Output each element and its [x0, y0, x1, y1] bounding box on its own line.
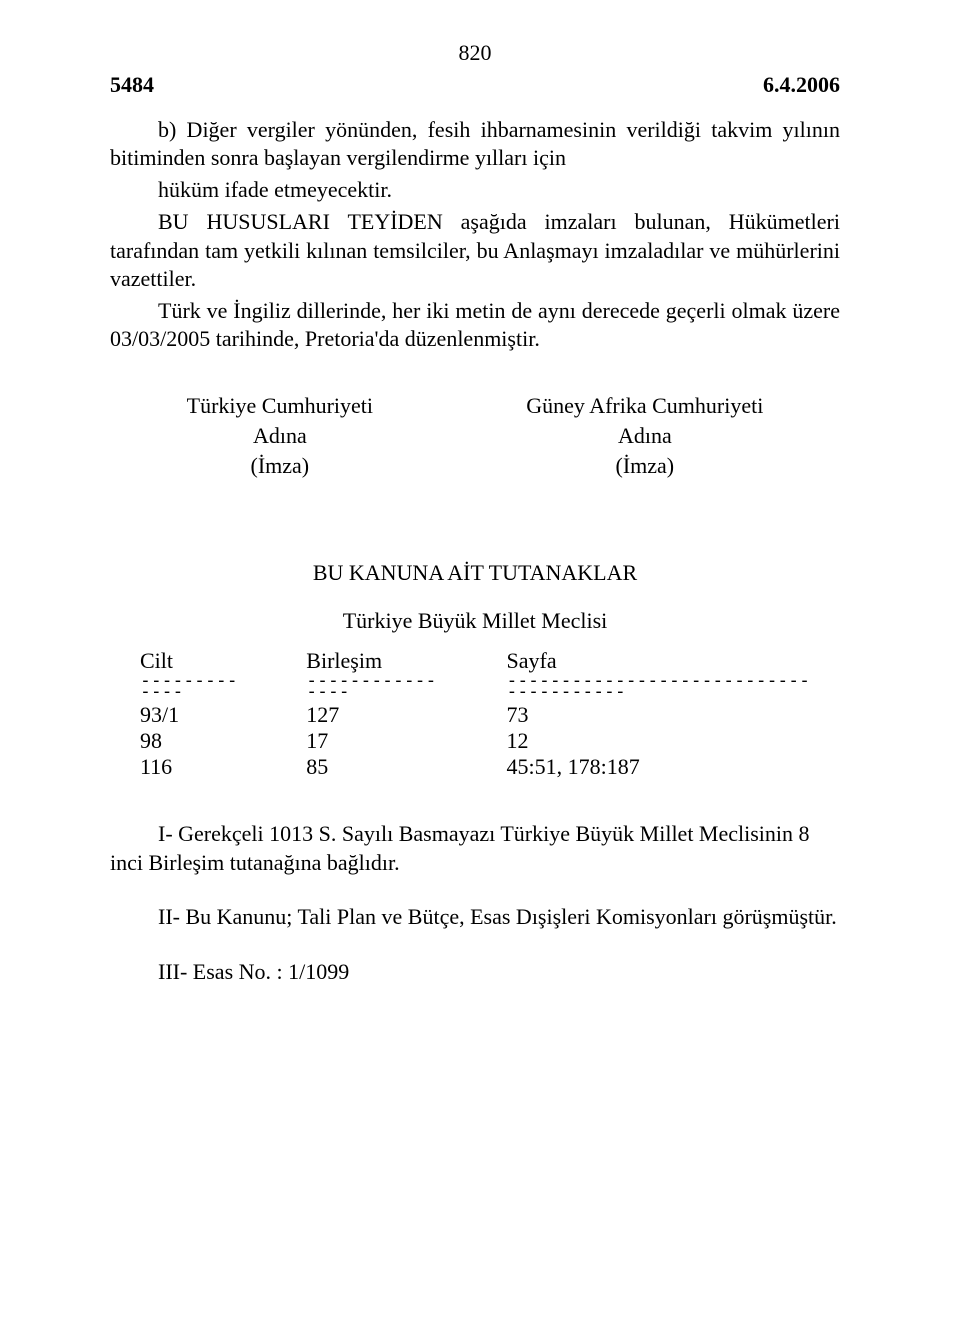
cell-sayfa: 45:51, 178:187 [477, 754, 841, 780]
paragraph-b-cont: hüküm ifade etmeyecektir. [110, 176, 840, 204]
sig-left-line1: Türkiye Cumhuriyeti [187, 391, 373, 421]
header-row: 5484 6.4.2006 [110, 72, 840, 98]
table-row: 93/1 127 73 [110, 702, 840, 728]
signature-row: Türkiye Cumhuriyeti Adına (İmza) Güney A… [110, 391, 840, 480]
note-2: II- Bu Kanunu; Tali Plan ve Bütçe, Esas … [110, 903, 840, 932]
signature-right: Güney Afrika Cumhuriyeti Adına (İmza) [526, 391, 763, 480]
cell-sayfa: 12 [477, 728, 841, 754]
header-law-number: 5484 [110, 72, 154, 98]
dash-c3: --------------------------------------- [477, 676, 841, 702]
sig-right-line2: Adına [526, 421, 763, 451]
cell-sayfa: 73 [477, 702, 841, 728]
paragraph-date-place: Türk ve İngiliz dillerinde, her iki meti… [110, 297, 840, 353]
footnotes: I- Gerekçeli 1013 S. Sayılı Basmayazı Tü… [110, 820, 840, 986]
top-page-number: 820 [110, 40, 840, 66]
cell-cilt: 98 [110, 728, 276, 754]
proceedings-subtitle: Türkiye Büyük Millet Meclisi [110, 608, 840, 634]
table-row: 116 85 45:51, 178:187 [110, 754, 840, 780]
cell-birlesim: 127 [276, 702, 476, 728]
paragraph-confirm: BU HUSUSLARI TEYİDEN aşağıda imzaları bu… [110, 208, 840, 292]
dash-c2: ---------------- [276, 676, 476, 702]
sig-right-line3: (İmza) [526, 451, 763, 481]
cell-birlesim: 85 [276, 754, 476, 780]
table-dash-row: ------------- ---------------- ---------… [110, 676, 840, 702]
proceedings-title: BU KANUNA AİT TUTANAKLAR [110, 560, 840, 586]
proceedings-table: Cilt Birleşim Sayfa ------------- ------… [110, 648, 840, 780]
cell-cilt: 93/1 [110, 702, 276, 728]
sig-left-line2: Adına [187, 421, 373, 451]
paragraph-b: b) Diğer vergiler yönünden, fesih ihbarn… [110, 116, 840, 172]
document-page: 820 5484 6.4.2006 b) Diğer vergiler yönü… [0, 0, 960, 1318]
cell-birlesim: 17 [276, 728, 476, 754]
dash-c1: ------------- [110, 676, 276, 702]
note-3: III- Esas No. : 1/1099 [110, 958, 840, 987]
signature-left: Türkiye Cumhuriyeti Adına (İmza) [187, 391, 373, 480]
cell-cilt: 116 [110, 754, 276, 780]
note-1: I- Gerekçeli 1013 S. Sayılı Basmayazı Tü… [110, 820, 840, 877]
table-row: 98 17 12 [110, 728, 840, 754]
sig-left-line3: (İmza) [187, 451, 373, 481]
header-date: 6.4.2006 [763, 72, 840, 98]
sig-right-line1: Güney Afrika Cumhuriyeti [526, 391, 763, 421]
